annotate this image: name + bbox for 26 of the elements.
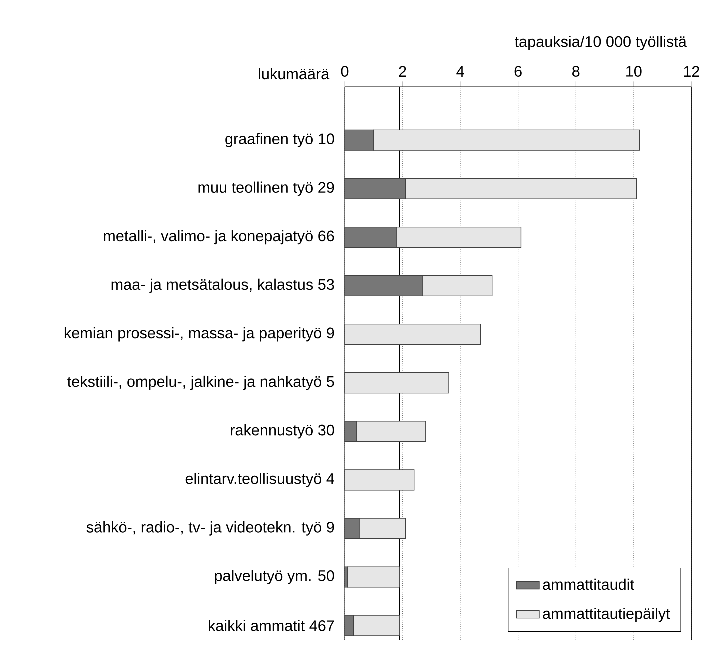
y-tick-label: tekstiili-, ompelu-, jalkine- ja nahkatyö 5 xyxy=(68,376,334,390)
y-tick-label: rakennustyö 30 xyxy=(231,424,334,439)
y-tick-label: maa- ja metsätalous, kalastus 53 xyxy=(112,278,334,294)
y-tick-label: kemian prosessi-, massa- ja paperityö 9 xyxy=(64,327,334,342)
y-tick-label: graafinen työ 10 xyxy=(226,133,334,148)
x-tick-label: 8 xyxy=(572,66,580,77)
x-axis-title: tapauksia/10 000 työllistä xyxy=(515,36,687,50)
x-tick-label: 10 xyxy=(626,66,642,77)
x-tick-label: 6 xyxy=(514,66,522,77)
y-tick-label: metalli-, valimo- ja konepajatyö 66 xyxy=(104,230,334,245)
y-tick-label: muu teollinen työ 29 xyxy=(198,182,334,196)
x-tick-label: 0 xyxy=(341,66,349,77)
bar xyxy=(344,372,450,394)
bar xyxy=(344,470,415,491)
text: lukumäärä xyxy=(259,68,330,80)
x-tick-label: 4 xyxy=(456,66,464,77)
bar xyxy=(344,324,482,346)
x-tick-label: 2 xyxy=(399,66,406,77)
legend-label: ammattitautiepäilyt xyxy=(543,608,670,622)
legend-label: ammattitaudit xyxy=(543,578,634,590)
bar xyxy=(348,566,400,588)
x-tick-label: 12 xyxy=(684,66,700,77)
y-tick-label: elintarv.teollisuustyö 4 xyxy=(186,473,334,488)
y-tick-label: sähkö-, radio-, tv- ja videotekn. työ 9 xyxy=(86,522,334,536)
y-tick-label: kaikki ammatit 467 xyxy=(209,620,334,632)
y-tick-label: palvelutyö ym. 50 xyxy=(215,570,334,584)
